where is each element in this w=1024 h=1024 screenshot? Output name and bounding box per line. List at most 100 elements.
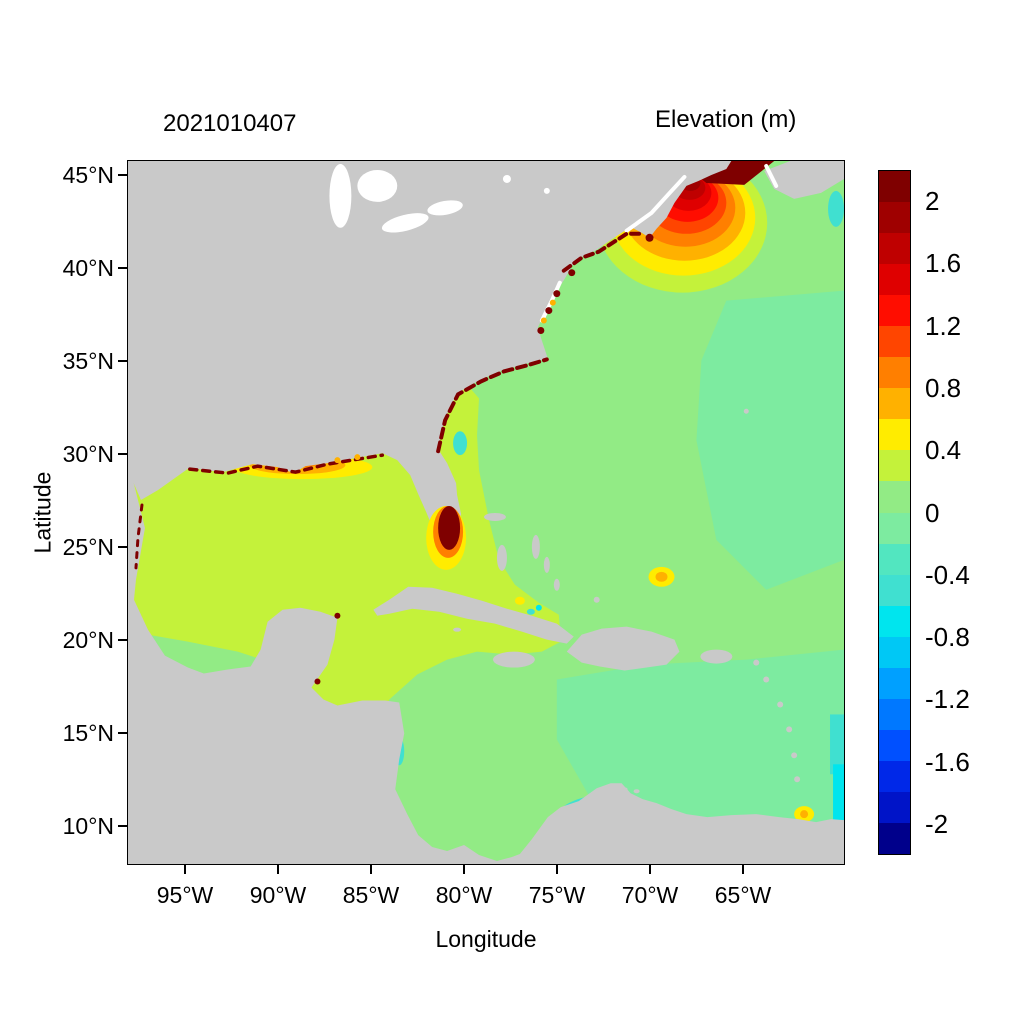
- y-tick-mark: [118, 825, 127, 827]
- curacao-land: [619, 787, 628, 792]
- colorbar-band: [879, 357, 910, 389]
- colorbar-band: [879, 264, 910, 296]
- jamaica-land: [492, 651, 535, 668]
- colorbar-band: [879, 481, 910, 513]
- lake-ontario: [427, 200, 463, 216]
- colorbar-band: [879, 326, 910, 358]
- lake-michigan: [329, 163, 352, 228]
- colorbar-tick-label: 0: [925, 497, 940, 528]
- y-tick-label: 35°N: [62, 348, 114, 374]
- shoreline-amber-specks: [334, 299, 556, 464]
- colorbar-band: [879, 698, 910, 730]
- y-tick-label: 40°N: [62, 255, 114, 281]
- north-america-land: [128, 161, 732, 553]
- y-tick-mark: [118, 174, 127, 176]
- hispaniola-land: [566, 626, 680, 671]
- colorbar-band: [879, 760, 910, 792]
- run-timestamp-title: 2021010407: [163, 110, 297, 137]
- colorbar-band: [879, 295, 910, 327]
- x-tick-label: 95°W: [156, 882, 214, 908]
- island-group: [453, 408, 801, 794]
- y-tick-mark: [118, 453, 127, 455]
- colorbar-band: [879, 791, 910, 823]
- map-canvas: [128, 161, 844, 864]
- eleuthera-land: [531, 534, 540, 559]
- cayman-turquoise-speck: [526, 608, 535, 615]
- x-tick-mark: [649, 865, 651, 874]
- nova-scotia-land: [764, 161, 844, 199]
- x-tick-label: 85°W: [342, 882, 400, 908]
- colorbar-band: [879, 512, 910, 544]
- colorbar-tick-label: 1.2: [925, 310, 962, 341]
- trinidad-amber-core: [800, 810, 809, 819]
- great-lakes-group: [329, 163, 550, 233]
- antilles-dot-1: [753, 659, 760, 666]
- y-tick-label: 10°N: [62, 813, 114, 839]
- colorbar-band: [879, 543, 910, 575]
- y-tick-label: 15°N: [62, 720, 114, 746]
- st-lawrence-speck-1: [502, 174, 511, 183]
- colorbar: [878, 170, 911, 855]
- bermuda-land: [743, 408, 749, 414]
- antilles-dot-3: [777, 701, 784, 708]
- x-tick-mark: [742, 865, 744, 874]
- colorbar-tick-label: 2: [925, 186, 940, 217]
- central-south-america-land: [128, 460, 844, 864]
- colorbar-band: [879, 605, 910, 637]
- x-tick-label: 90°W: [249, 882, 307, 908]
- x-tick-label: 70°W: [621, 882, 679, 908]
- x-tick-mark: [184, 865, 186, 874]
- x-tick-label: 75°W: [528, 882, 586, 908]
- cuba-land: [373, 586, 574, 644]
- x-tick-label: 80°W: [435, 882, 493, 908]
- colorbar-band: [879, 202, 910, 234]
- colorbar-band: [879, 450, 910, 482]
- y-tick-mark: [118, 639, 127, 641]
- cayman-land: [453, 627, 462, 632]
- shoreline-surge-specks: [314, 233, 654, 685]
- st-lawrence-speck-2: [543, 187, 550, 194]
- x-tick-mark: [370, 865, 372, 874]
- y-tick-mark: [118, 732, 127, 734]
- colorbar-band: [879, 233, 910, 265]
- andros-land: [496, 544, 507, 571]
- colorbar-band: [879, 419, 910, 451]
- y-tick-label: 20°N: [62, 627, 114, 653]
- colorbar-tick-label: -2: [925, 808, 949, 839]
- x-tick-label: 65°W: [714, 882, 772, 908]
- y-tick-mark: [118, 546, 127, 548]
- colorbar-tick-label: -0.4: [925, 559, 970, 590]
- y-tick-mark: [118, 360, 127, 362]
- y-tick-label: 30°N: [62, 441, 114, 467]
- antilles-dot-2: [763, 676, 770, 683]
- lake-erie: [381, 213, 429, 233]
- colorbar-tick-label: 0.8: [925, 372, 962, 403]
- x-tick-mark: [277, 865, 279, 874]
- colorbar-band: [879, 636, 910, 668]
- colorbar-tick-label: 0.4: [925, 435, 962, 466]
- y-tick-label: 25°N: [62, 534, 114, 560]
- colorbar-title: Elevation (m): [655, 106, 797, 133]
- colorbar-band: [879, 667, 910, 699]
- long-island-bahamas-land: [543, 556, 550, 573]
- colorbar-band: [879, 171, 910, 203]
- crooked-island-land: [553, 578, 560, 591]
- y-tick-label: 45°N: [62, 162, 114, 188]
- grand-bahama-land: [484, 512, 506, 521]
- x-axis-label: Longitude: [435, 926, 537, 952]
- cyan-patches: [535, 604, 844, 864]
- colorbar-tick-label: 1.6: [925, 248, 962, 279]
- colorbar-tick-label: -0.8: [925, 622, 970, 653]
- colorbar-tick-label: -1.2: [925, 684, 970, 715]
- colorbar-band: [879, 729, 910, 761]
- cayman-yellow-speck: [514, 596, 525, 605]
- florida-darkred-core: [438, 506, 461, 550]
- y-tick-mark: [118, 267, 127, 269]
- x-tick-mark: [556, 865, 558, 874]
- map-plot: [127, 160, 845, 865]
- colorbar-tick-label: -1.6: [925, 746, 970, 777]
- colorbar-band: [879, 822, 910, 855]
- puerto-rico-land: [700, 649, 733, 664]
- lake-huron: [357, 169, 398, 202]
